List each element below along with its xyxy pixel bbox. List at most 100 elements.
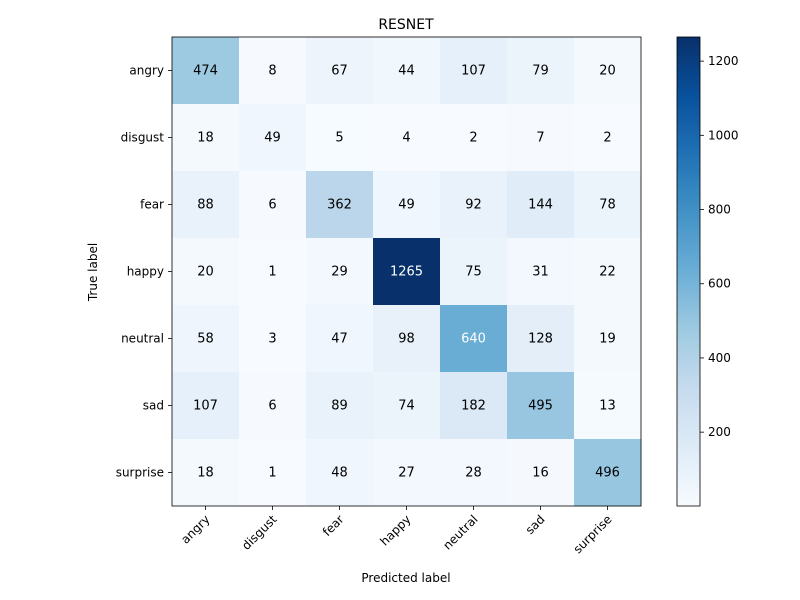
x-tick-label: fear — [320, 512, 347, 539]
cell-value-label: 20 — [599, 64, 616, 79]
cell-value-label: 7 — [536, 131, 544, 146]
heatmap-cell — [507, 305, 575, 373]
heatmap-cell — [239, 238, 307, 306]
cell-value-label: 13 — [599, 399, 616, 414]
x-tick-label: happy — [377, 512, 413, 548]
cell-value-label: 8 — [268, 64, 276, 79]
y-tick-label: sad — [143, 399, 164, 413]
x-tick-label: surprise — [571, 512, 615, 556]
cell-value-label: 75 — [465, 265, 482, 280]
heatmap-cell — [306, 439, 374, 507]
colorbar-tick-label: 1000 — [708, 128, 739, 142]
cell-value-label: 27 — [398, 466, 415, 481]
heatmap-cell — [306, 104, 374, 172]
cell-value-label: 20 — [197, 265, 214, 280]
cell-value-label: 79 — [532, 64, 549, 79]
cell-value-label: 88 — [197, 198, 214, 213]
heatmap-cell — [440, 305, 508, 373]
cell-value-label: 107 — [193, 399, 218, 414]
x-axis-label: Predicted label — [361, 571, 450, 585]
cell-value-label: 362 — [327, 198, 352, 213]
heatmap-cell — [373, 439, 441, 507]
cell-value-label: 16 — [532, 466, 549, 481]
heatmap-cell — [239, 439, 307, 507]
cell-value-label: 89 — [331, 399, 348, 414]
colorbar — [676, 36, 701, 507]
colorbar-tick-label: 600 — [708, 277, 731, 291]
cell-value-label: 18 — [197, 466, 214, 481]
x-tick-label: sad — [523, 512, 548, 537]
heatmap-cell — [239, 37, 307, 105]
cell-value-label: 1 — [268, 466, 276, 481]
y-tick-label: surprise — [116, 466, 164, 480]
heatmap-cell — [373, 372, 441, 440]
cell-value-label: 47 — [331, 332, 348, 347]
heatmap-cell — [507, 171, 575, 239]
heatmap-cell — [373, 305, 441, 373]
heatmap-cell — [239, 305, 307, 373]
heatmap-cell — [306, 372, 374, 440]
y-tick-label: happy — [127, 265, 164, 279]
heatmap-cell — [440, 238, 508, 306]
cell-value-label: 474 — [193, 64, 218, 79]
y-tick-label: angry — [129, 64, 164, 78]
y-tick-label: neutral — [121, 332, 164, 346]
cell-value-label: 78 — [599, 198, 616, 213]
heatmap-cell — [440, 439, 508, 507]
heatmap-cell — [373, 104, 441, 172]
cell-value-label: 44 — [398, 64, 415, 79]
heatmap-cell — [574, 238, 642, 306]
y-tick-label: disgust — [121, 131, 165, 145]
heatmap-cell — [172, 372, 240, 440]
cell-value-label: 4 — [402, 131, 410, 146]
heatmap-cell — [440, 171, 508, 239]
colorbar-ticks: 200 400 600 800 1000 1200 — [700, 54, 739, 439]
heatmap-cell — [373, 37, 441, 105]
cell-value-label: 1 — [268, 265, 276, 280]
heatmap-cell — [440, 104, 508, 172]
heatmap-cell — [172, 305, 240, 373]
cell-value-label: 6 — [268, 399, 276, 414]
cell-value-label: 92 — [465, 198, 482, 213]
heatmap-cell — [306, 171, 374, 239]
colorbar-tick-label: 400 — [708, 351, 731, 365]
heatmap-cell — [574, 439, 642, 507]
cell-value-label: 28 — [465, 466, 482, 481]
heatmap-cell — [172, 238, 240, 306]
heatmap-cell — [172, 104, 240, 172]
heatmap-cells — [172, 37, 642, 507]
cell-value-label: 144 — [528, 198, 553, 213]
heatmap-cell — [440, 37, 508, 105]
cell-value-label: 48 — [331, 466, 348, 481]
cell-value-label: 640 — [461, 332, 486, 347]
heatmap-cell — [507, 439, 575, 507]
cell-value-label: 49 — [398, 198, 415, 213]
heatmap-cell — [239, 104, 307, 172]
cell-value-label: 19 — [599, 332, 616, 347]
heatmap-cell — [306, 238, 374, 306]
cell-value-label: 495 — [528, 399, 553, 414]
cell-value-label: 98 — [398, 332, 415, 347]
cell-value-label: 22 — [599, 265, 616, 280]
x-axis-ticks: angry disgust fear happy neutral sad surprise — [178, 506, 615, 556]
colorbar-tick-label: 800 — [708, 203, 731, 217]
heatmap-cell — [574, 37, 642, 105]
cell-value-label: 496 — [595, 466, 620, 481]
heatmap-cell — [306, 37, 374, 105]
cell-value-label: 5 — [335, 131, 343, 146]
cell-value-label: 107 — [461, 64, 486, 79]
cell-value-label: 49 — [264, 131, 281, 146]
cell-value-label: 2 — [469, 131, 477, 146]
heatmap-cell — [172, 439, 240, 507]
cell-value-label: 58 — [197, 332, 214, 347]
heatmap-cell — [574, 372, 642, 440]
cell-value-label: 18 — [197, 131, 214, 146]
cell-value-label: 31 — [532, 265, 549, 280]
cell-value-label: 182 — [461, 399, 486, 414]
heatmap-cell — [373, 238, 441, 306]
chart-title: RESNET — [378, 17, 434, 33]
x-tick-label: angry — [178, 512, 212, 546]
cell-value-label: 3 — [268, 332, 276, 347]
